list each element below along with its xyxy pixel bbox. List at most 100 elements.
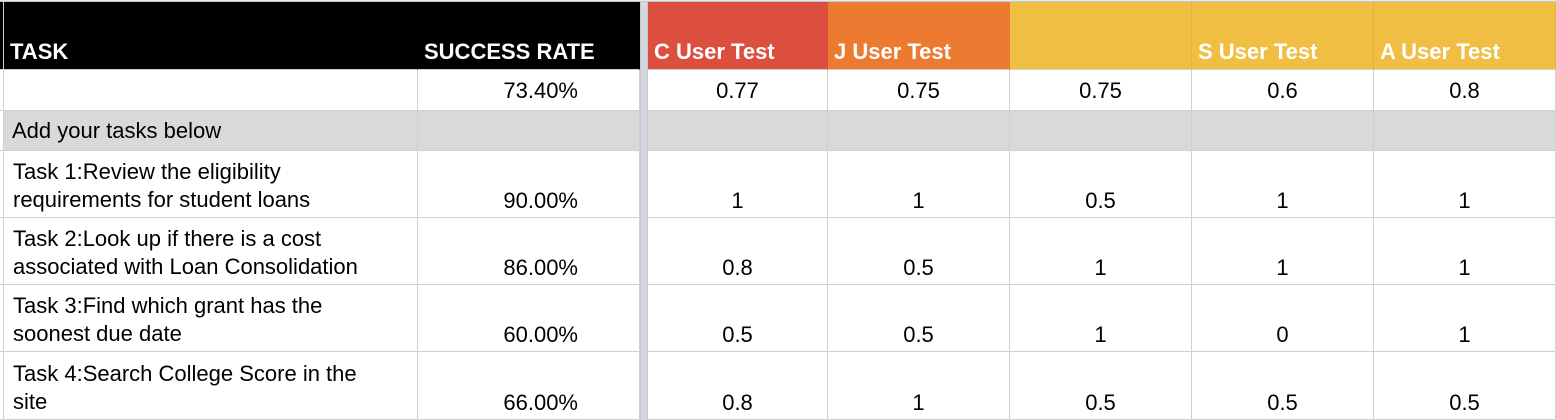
summary-cell[interactable]: 0.6 [1192, 70, 1374, 111]
task-score: 1 [731, 188, 744, 213]
task-score-cell[interactable]: 0.8 [648, 352, 828, 420]
task-score-cell[interactable]: 0.5 [648, 285, 828, 352]
task-score-cell[interactable]: 0.5 [828, 218, 1010, 285]
summary-task-cell[interactable] [4, 70, 418, 111]
task-score: 1 [1094, 322, 1107, 347]
task-name-line: associated with Loan Consolidation [13, 254, 358, 279]
section-label: Add your tasks below [12, 117, 222, 143]
row-edge [0, 285, 4, 352]
task-score-cell[interactable]: 0.8 [648, 218, 828, 285]
summary-value: 0.8 [1449, 78, 1480, 103]
task-name-cell[interactable]: Task 2:Look up if there is a cost associ… [4, 218, 418, 285]
task-score: 1 [1458, 255, 1471, 280]
task-score-cell[interactable]: 1 [1192, 151, 1374, 218]
task-name-line: site [13, 389, 48, 414]
summary-cell[interactable]: 0.75 [828, 70, 1010, 111]
task-score: 0.5 [1449, 390, 1480, 415]
section-cell[interactable] [828, 111, 1010, 151]
task-score-cell[interactable]: 0 [1192, 285, 1374, 352]
row-edge [0, 111, 4, 151]
task-name-line: soonest due date [13, 321, 182, 346]
task-score: 0.5 [1267, 390, 1298, 415]
summary-cell[interactable]: 0.77 [648, 70, 828, 111]
header-success-rate[interactable]: SUCCESS RATE [418, 2, 640, 70]
task-score-cell[interactable]: 1 [1374, 285, 1556, 352]
task-name-line: Task 2:Look up if there is a cost [13, 226, 322, 251]
task-score-cell[interactable]: 0.5 [828, 285, 1010, 352]
task-score: 0.5 [903, 322, 934, 347]
header-tester-a[interactable]: A User Test [1374, 2, 1556, 70]
task-score-cell[interactable]: 0.5 [1010, 151, 1192, 218]
summary-value: 0.77 [716, 78, 759, 103]
task-score: 0.8 [722, 255, 753, 280]
summary-value: 0.75 [897, 78, 940, 103]
top-strip [0, 0, 1556, 2]
section-cell[interactable] [1010, 111, 1192, 151]
task-score: 0 [1276, 322, 1289, 347]
task-score-cell[interactable]: 1 [1010, 285, 1192, 352]
task-name-line: requirements for student loans [13, 187, 311, 212]
task-success-rate-value: 60.00% [503, 322, 578, 347]
section-label-cell[interactable]: Add your tasks below [4, 111, 418, 151]
task-score: 1 [912, 390, 925, 415]
task-name-cell[interactable]: Task 3:Find which grant has the soonest … [4, 285, 418, 352]
summary-success-rate-value: 73.40% [503, 78, 578, 103]
task-name-line: Task 3:Find which grant has the [13, 293, 323, 318]
summary-cell[interactable]: 0.75 [1010, 70, 1192, 111]
task-success-rate[interactable]: 66.00% [418, 352, 640, 420]
task-name-cell[interactable]: Task 4:Search College Score in the site [4, 352, 418, 420]
section-cell[interactable] [648, 111, 828, 151]
summary-success-rate[interactable]: 73.40% [418, 70, 640, 111]
task-success-rate[interactable]: 60.00% [418, 285, 640, 352]
task-name-line: Task 1:Review the eligibility [13, 159, 281, 184]
task-score: 0.5 [903, 255, 934, 280]
summary-value: 0.75 [1079, 78, 1122, 103]
header-tester-label: J User Test [834, 39, 951, 64]
task-score: 0.5 [1085, 390, 1116, 415]
task-score-cell[interactable]: 1 [1010, 218, 1192, 285]
task-score-cell[interactable]: 0.5 [1374, 352, 1556, 420]
row-edge [0, 70, 4, 111]
row-edge [0, 218, 4, 285]
header-task-label: TASK [10, 39, 69, 64]
task-score: 0.5 [722, 322, 753, 347]
task-name-line: Task 4:Search College Score in the [13, 361, 357, 386]
row-edge [0, 151, 4, 218]
task-score-cell[interactable]: 1 [1192, 218, 1374, 285]
task-score: 1 [1276, 255, 1289, 280]
task-score-cell[interactable]: 1 [1374, 151, 1556, 218]
task-success-rate-value: 66.00% [503, 390, 578, 415]
task-score-cell[interactable]: 1 [1374, 218, 1556, 285]
task-success-rate-value: 90.00% [503, 188, 578, 213]
frozen-column-divider[interactable] [640, 2, 648, 420]
task-score-cell[interactable]: 1 [828, 352, 1010, 420]
header-success-rate-label: SUCCESS RATE [424, 39, 595, 64]
summary-cell[interactable]: 0.8 [1374, 70, 1556, 111]
header-tester-blank[interactable] [1010, 2, 1192, 70]
header-tester-label: C User Test [654, 39, 775, 64]
task-score-cell[interactable]: 1 [828, 151, 1010, 218]
section-cell[interactable] [1192, 111, 1374, 151]
task-name-cell[interactable]: Task 1:Review the eligibility requiremen… [4, 151, 418, 218]
task-success-rate-value: 86.00% [503, 255, 578, 280]
section-cell[interactable] [418, 111, 640, 151]
task-score: 0.5 [1085, 188, 1116, 213]
summary-value: 0.6 [1267, 78, 1298, 103]
task-score-cell[interactable]: 0.5 [1192, 352, 1374, 420]
row-edge [0, 2, 4, 70]
task-score-cell[interactable]: 1 [648, 151, 828, 218]
header-tester-label: A User Test [1380, 39, 1500, 64]
task-success-rate[interactable]: 86.00% [418, 218, 640, 285]
task-score-cell[interactable]: 0.5 [1010, 352, 1192, 420]
task-score: 1 [1276, 188, 1289, 213]
header-tester-label: S User Test [1198, 39, 1318, 64]
section-cell[interactable] [1374, 111, 1556, 151]
header-tester-c[interactable]: C User Test [648, 2, 828, 70]
header-task[interactable]: TASK [4, 2, 418, 70]
task-score: 1 [1458, 188, 1471, 213]
header-tester-j[interactable]: J User Test [828, 2, 1010, 70]
header-tester-s[interactable]: S User Test [1192, 2, 1374, 70]
task-score: 1 [1458, 322, 1471, 347]
task-success-rate[interactable]: 90.00% [418, 151, 640, 218]
